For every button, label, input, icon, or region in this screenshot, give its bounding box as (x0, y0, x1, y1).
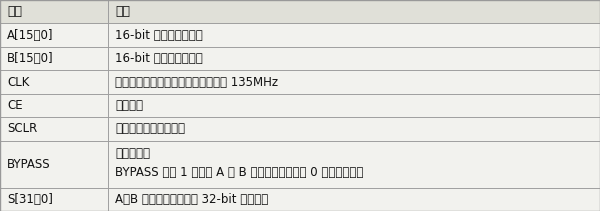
Text: CLK: CLK (7, 76, 29, 89)
Bar (108, 70, 600, 94)
Text: 使能信号: 使能信号 (115, 99, 143, 112)
Bar (0, 47, 108, 70)
Bar (108, 94, 600, 117)
Text: 16-bit 有符号输入数据: 16-bit 有符号输入数据 (115, 29, 203, 42)
Bar (108, 117, 600, 141)
Bar (108, 47, 600, 70)
Text: 乘法累加器工作时钟信号，本文中为 135MHz: 乘法累加器工作时钟信号，本文中为 135MHz (115, 76, 278, 89)
Text: A[15：0]: A[15：0] (7, 29, 54, 42)
Text: BYPASS: BYPASS (7, 158, 51, 171)
Text: 16-bit 有符号输入数据: 16-bit 有符号输入数据 (115, 52, 203, 65)
Bar (0, 117, 108, 141)
Text: S[31：0]: S[31：0] (7, 193, 53, 206)
Bar (108, 0, 600, 23)
Bar (0, 94, 108, 117)
Bar (0, 141, 108, 188)
Text: 参数: 参数 (7, 5, 22, 18)
Text: CE: CE (7, 99, 23, 112)
Bar (108, 141, 600, 188)
Bar (0, 0, 108, 23)
Bar (108, 188, 600, 211)
Text: 同步清零信号，高有效: 同步清零信号，高有效 (115, 122, 185, 135)
Bar (0, 70, 108, 94)
Text: SCLR: SCLR (7, 122, 37, 135)
Text: 控制信号：: 控制信号： (115, 147, 150, 160)
Text: A、B 相乘后累加输出的 32-bit 有符号数: A、B 相乘后累加输出的 32-bit 有符号数 (115, 193, 268, 206)
Bar (108, 23, 600, 47)
Bar (0, 188, 108, 211)
Text: B[15：0]: B[15：0] (7, 52, 54, 65)
Bar (0, 23, 108, 47)
Text: 描述: 描述 (115, 5, 130, 18)
Text: BYPASS 等于 1 时输出 A 与 B 直接相乘的值；为 0 进行累加运算: BYPASS 等于 1 时输出 A 与 B 直接相乘的值；为 0 进行累加运算 (115, 166, 364, 179)
